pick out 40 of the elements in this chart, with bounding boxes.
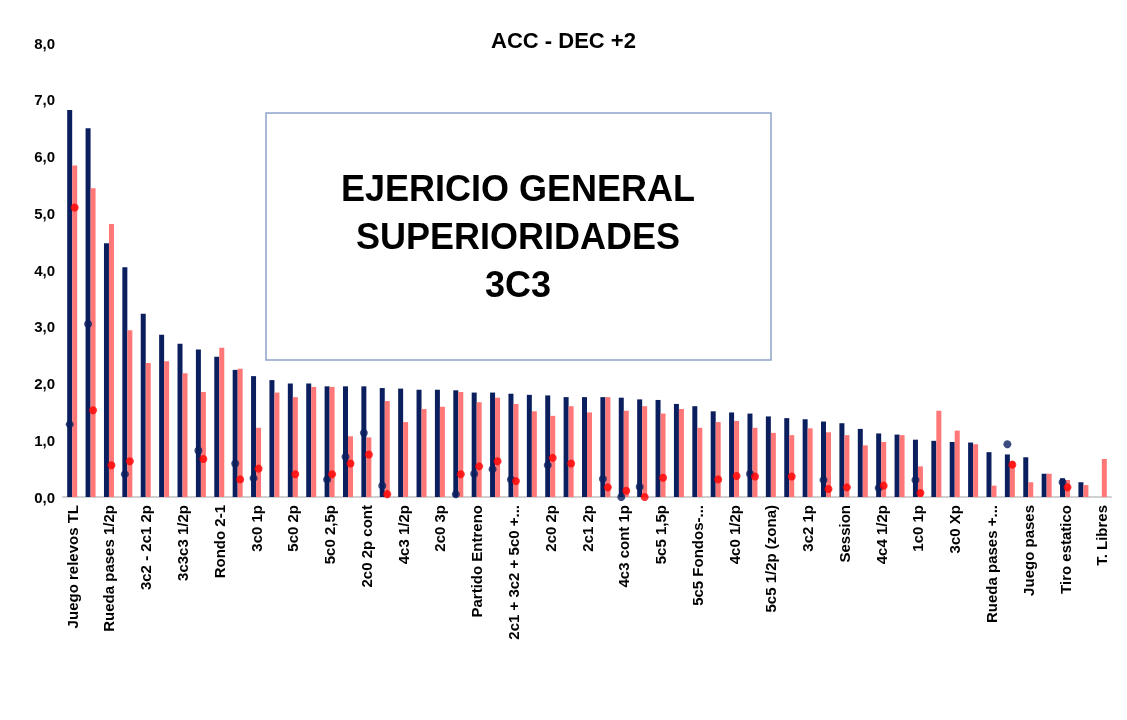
x-tick-label: 2c0 2p cont xyxy=(357,505,375,588)
x-tick-label: 4c0 1/2p xyxy=(725,505,743,565)
x-tick-label: Juego relevos TL xyxy=(63,505,81,629)
x-tick-label: 5c0 2p xyxy=(284,505,302,552)
x-tick-label: 5c5 1,5p xyxy=(652,505,670,565)
y-tick-label: 5,0 xyxy=(34,204,55,222)
chart-title: ACC - DEC +2 xyxy=(491,27,636,53)
x-tick-label: Rueda pases +... xyxy=(982,505,1000,623)
x-tick-label: Rondo 2-1 xyxy=(210,505,228,579)
y-tick-label: 3,0 xyxy=(34,318,55,336)
x-tick-label: 1c0 1p xyxy=(909,505,927,552)
x-tick-label: 3c0 1p xyxy=(247,505,265,552)
x-tick-label: Juego pases xyxy=(1019,505,1037,596)
y-tick-label: 1,0 xyxy=(34,431,55,449)
x-tick-label: 2c0 3p xyxy=(431,505,449,552)
x-tick-label: 3c2 - 2c1 2p xyxy=(137,505,155,591)
x-tick-label: 2c1 2p xyxy=(578,505,596,552)
x-tick-label: 2c1 + 3c2 + 5c0 +... xyxy=(504,505,522,640)
x-tick-label: 4c4 1/2p xyxy=(872,505,890,565)
x-tick-label: Partido Entreno xyxy=(468,505,486,618)
x-tick-label: Tiro estatico xyxy=(1056,505,1074,594)
x-tick-label: 5c5 Fondos-... xyxy=(688,505,706,606)
x-tick-label: 3c2 1p xyxy=(799,505,817,552)
x-tick-label: 2c0 2p xyxy=(541,505,559,552)
y-tick-label: 4,0 xyxy=(34,261,55,279)
y-tick-label: 6,0 xyxy=(34,148,55,165)
x-tick-label: T. Libres xyxy=(1093,505,1111,566)
y-tick-label: 2,0 xyxy=(34,375,55,392)
x-tick-label: 5c0 2,5p xyxy=(321,505,339,565)
x-tick-label: 4c3 cont 1p xyxy=(615,505,633,588)
y-tick-label: 8,0 xyxy=(34,34,55,52)
x-tick-label: 3c0 Xp xyxy=(946,505,964,554)
annotation: EJERICIO GENERAL SUPERIORIDADES 3C3 xyxy=(340,167,696,305)
y-tick-label: 7,0 xyxy=(34,91,55,109)
x-tick-label: 5c5 1/2p (zona) xyxy=(762,505,780,613)
x-tick-label: 4c3 1/2p xyxy=(394,505,412,565)
x-tick-label: 3c3c3 1/2p xyxy=(174,505,192,581)
x-tick-label: Session xyxy=(835,505,853,563)
x-tick-label: Rueda pases 1/2p xyxy=(100,505,118,632)
y-tick-label: 0,0 xyxy=(34,488,55,506)
